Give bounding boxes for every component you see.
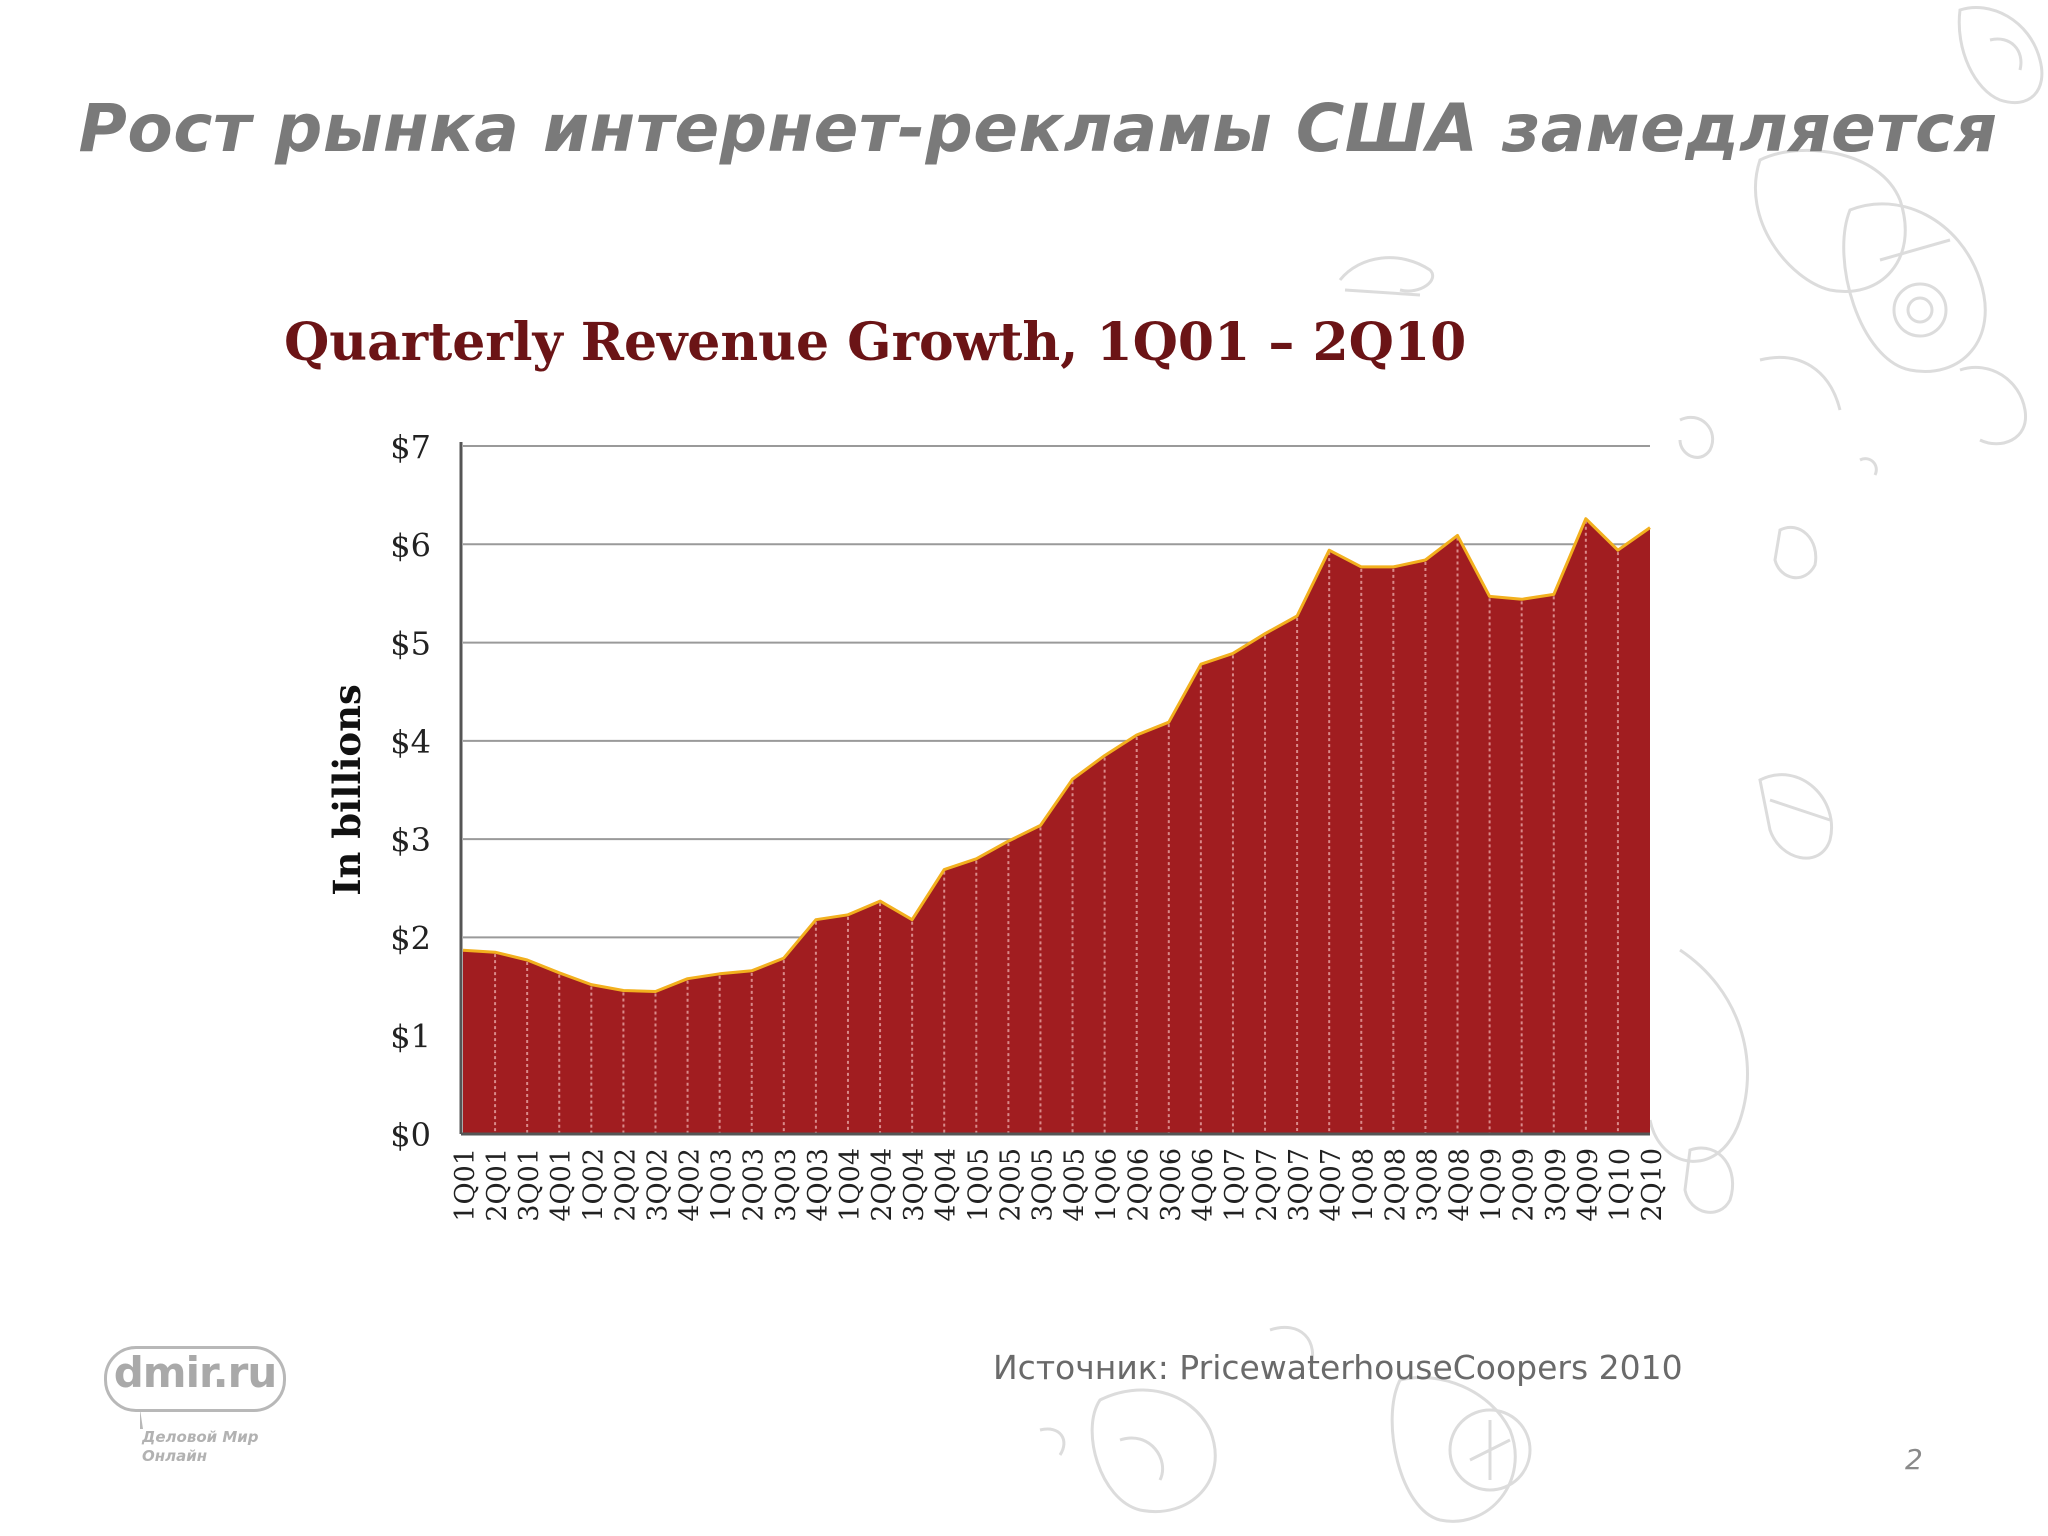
x-tick-label: 4Q05 [1060,1148,1091,1222]
x-tick-label: 2Q03 [739,1148,770,1222]
page-number: 2 [1905,1443,1923,1476]
x-tick-label: 2Q01 [482,1148,513,1222]
x-tick-label: 1Q03 [707,1148,738,1222]
x-tick-label: 2Q10 [1637,1148,1668,1222]
x-tick-label: 2Q02 [610,1148,641,1222]
logo-tagline-line1: Деловой Мир [142,1428,259,1446]
y-tick-label: $5 [390,625,431,663]
x-tick-label: 1Q07 [1220,1148,1251,1222]
revenue-area [463,518,1650,1134]
logo-bubble-tail [140,1409,143,1429]
y-tick-label: $1 [390,1018,431,1056]
x-tick-label: 1Q09 [1477,1148,1508,1222]
x-tick-label: 1Q04 [835,1148,866,1222]
logo-tagline-line2: Онлайн [142,1447,208,1465]
x-tick-label: 1Q10 [1605,1148,1636,1222]
y-tick-label: $6 [390,526,431,564]
x-tick-label: 2Q08 [1380,1148,1411,1222]
x-tick-label: 4Q01 [546,1148,577,1222]
x-tick-label: 3Q02 [643,1148,674,1222]
x-tick-label: 1Q06 [1092,1148,1123,1222]
x-tick-label: 3Q01 [514,1148,545,1222]
revenue-outline [462,517,1651,993]
y-axis-label: In billions [325,684,369,896]
chart-title: Quarterly Revenue Growth, 1Q01 – 2Q10 [284,312,1467,373]
logo-tagline: Деловой Мир Онлайн [142,1428,302,1466]
y-tick-label: $7 [390,428,431,466]
x-tick-label: 2Q05 [995,1148,1026,1222]
x-tick-label: 4Q06 [1188,1148,1219,1222]
source-note: Источник: PricewaterhouseCoopers 2010 [993,1348,1683,1387]
x-tick-label: 2Q07 [1252,1148,1283,1222]
x-tick-label: 4Q04 [931,1148,962,1222]
x-tick-label: 3Q06 [1156,1148,1187,1222]
x-tick-label: 4Q08 [1445,1148,1476,1222]
x-tick-label: 1Q01 [450,1148,481,1222]
y-tick-label: $2 [390,919,431,957]
x-tick-label: 2Q04 [867,1148,898,1222]
dmir-logo: dmir.ru Деловой Мир Онлайн [104,1346,294,1466]
x-tick-label: 3Q08 [1412,1148,1443,1222]
x-tick-label: 4Q09 [1573,1148,1604,1222]
y-tick-label: $0 [390,1116,431,1154]
x-tick-label: 3Q07 [1284,1148,1315,1222]
x-tick-label: 1Q02 [578,1148,609,1222]
slide-title: Рост рынка интернет-рекламы США замедляе… [78,90,1998,167]
logo-speech-bubble [104,1346,286,1412]
y-tick-label: $4 [390,723,431,761]
x-tick-label: 3Q03 [771,1148,802,1222]
x-tick-label: 4Q03 [803,1148,834,1222]
x-tick-label: 1Q08 [1348,1148,1379,1222]
x-tick-label: 4Q07 [1316,1148,1347,1222]
x-tick-label: 3Q09 [1541,1148,1572,1222]
x-tick-label: 4Q02 [675,1148,706,1222]
x-tick-label: 3Q05 [1028,1148,1059,1222]
x-tick-label: 2Q09 [1509,1148,1540,1222]
x-tick-label: 1Q05 [963,1148,994,1222]
y-tick-label: $3 [390,821,431,859]
x-tick-label: 2Q06 [1124,1148,1155,1222]
logo-text: dmir.ru [113,1348,278,1397]
x-tick-label: 3Q04 [899,1148,930,1222]
